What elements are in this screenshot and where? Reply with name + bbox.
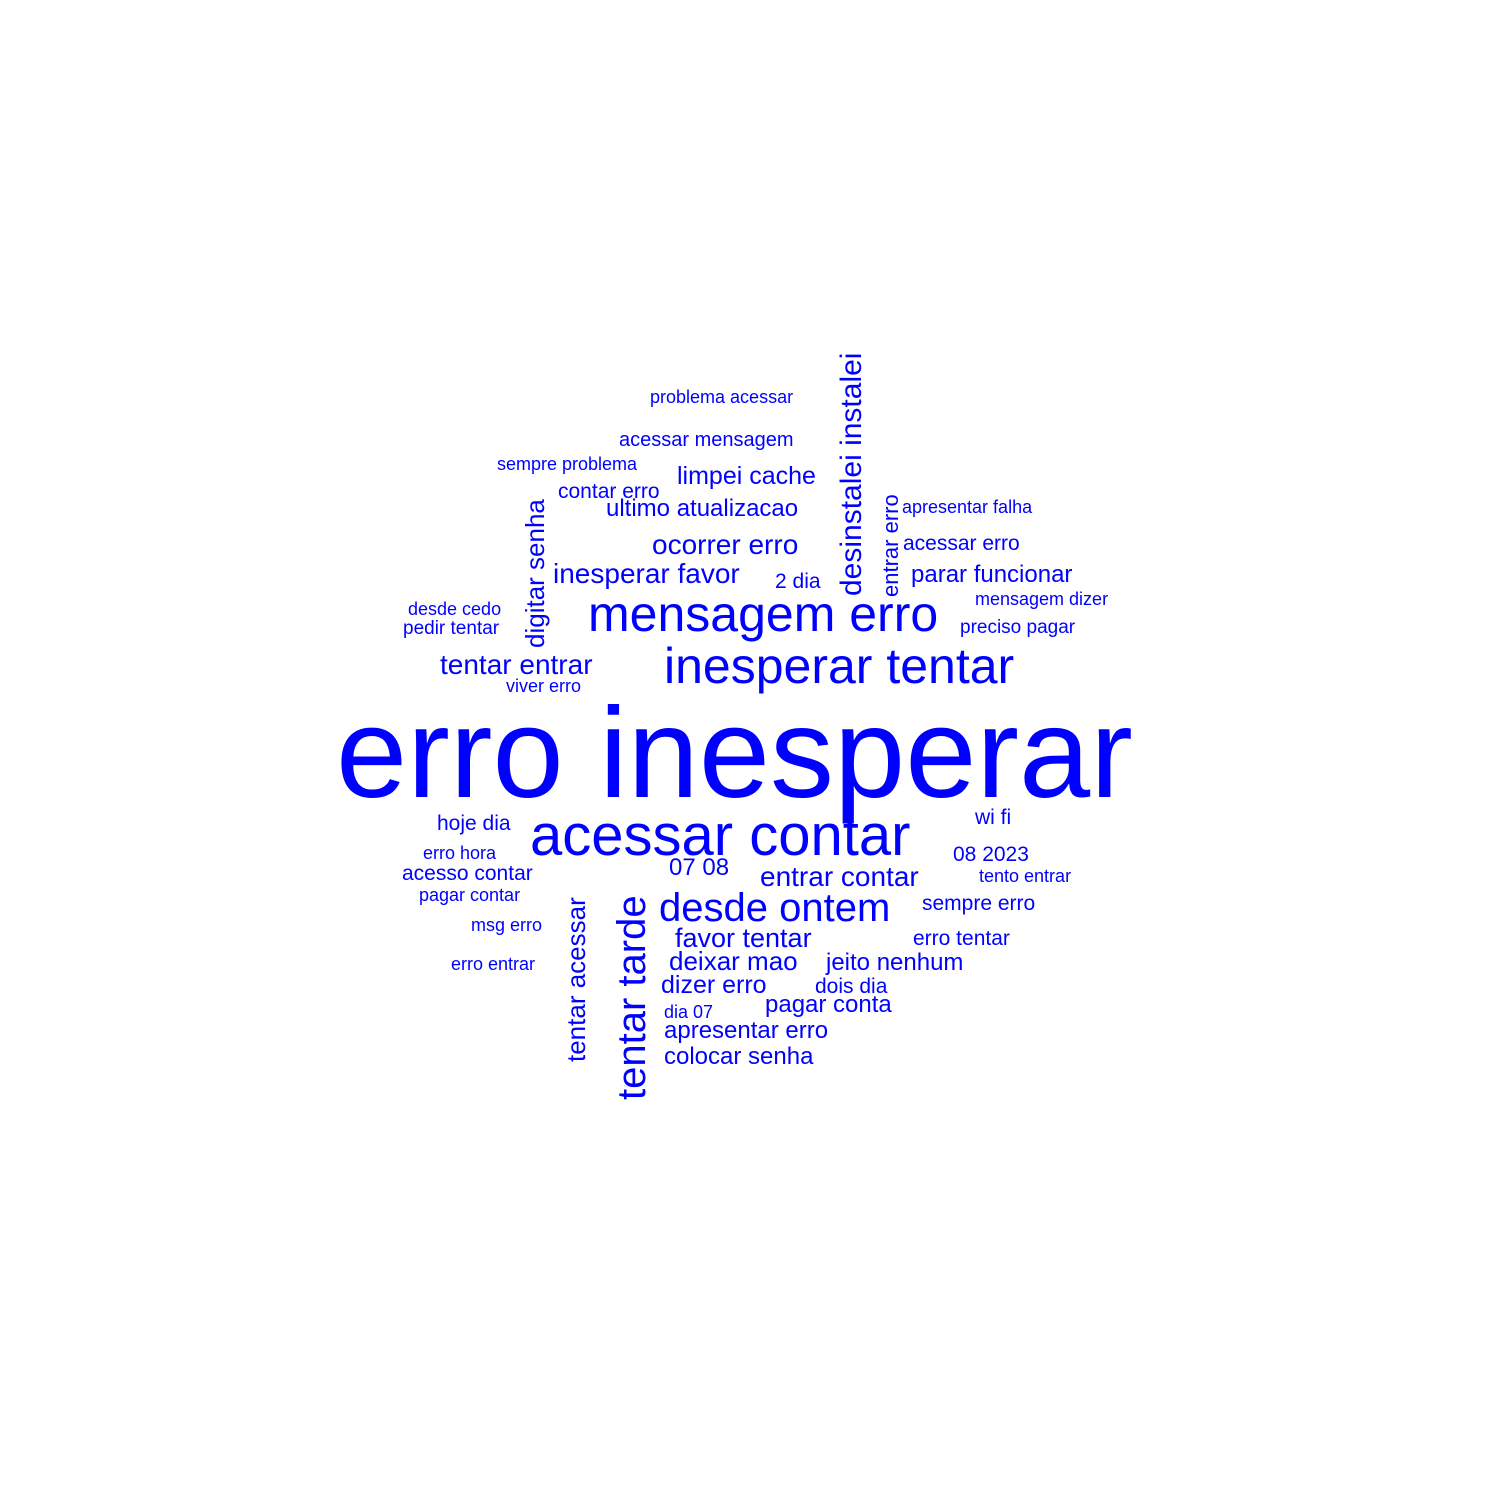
word-entrar-contar: entrar contar: [760, 861, 919, 892]
word-dizer-erro: dizer erro: [661, 971, 767, 999]
word-entrar-erro: entrar erro: [878, 494, 903, 597]
word-viver-erro: viver erro: [506, 676, 582, 696]
word-sempre-erro: sempre erro: [922, 892, 1036, 915]
word-mensagem-erro: mensagem erro: [588, 586, 939, 642]
word-acesso-contar: acesso contar: [402, 862, 533, 885]
word-dia-07: dia 07: [664, 1002, 714, 1022]
word-apresentar-falha: apresentar falha: [902, 497, 1033, 517]
word-colocar-senha: colocar senha: [664, 1043, 814, 1070]
word-wi-fi: wi fi: [975, 806, 1012, 829]
word-ultimo-atualizacao: ultimo atualizacao: [606, 495, 799, 522]
word-pagar-contar: pagar contar: [419, 885, 521, 905]
word-parar-funcionar: parar funcionar: [911, 561, 1073, 588]
word-deixar-mao: deixar mao: [669, 946, 798, 976]
word-inesperar-tentar: inesperar tentar: [664, 638, 1015, 694]
word-erro-inesperar: erro inesperar: [336, 682, 1133, 825]
word-desde-cedo: desde cedo: [408, 599, 502, 619]
word-hoje-dia: hoje dia: [437, 812, 511, 835]
word-desde-ontem: desde ontem: [659, 886, 891, 930]
word-erro-entrar: erro entrar: [451, 954, 536, 974]
word-problema-acessar: problema acessar: [650, 387, 794, 407]
word-favor-tentar: favor tentar: [675, 923, 812, 953]
word-desinstalei-instalei: desinstalei instalei: [835, 352, 868, 596]
word-msg-erro: msg erro: [471, 915, 543, 935]
word-dois-dia: dois dia: [815, 975, 888, 998]
word-contar-erro: contar erro: [558, 480, 660, 503]
word-acessar-contar: acessar contar: [530, 803, 911, 868]
word-2-dia: 2 dia: [775, 570, 821, 593]
word-tentar-entrar: tentar entrar: [440, 649, 593, 680]
word-erro-tentar: erro tentar: [913, 927, 1010, 950]
word-limpei-cache: limpei cache: [677, 462, 816, 490]
word-mensagem-dizer: mensagem dizer: [975, 589, 1109, 609]
word-erro-hora: erro hora: [423, 843, 497, 863]
word-ocorrer-erro: ocorrer erro: [652, 529, 799, 560]
word-preciso-pagar: preciso pagar: [960, 617, 1076, 638]
word-sempre-problema: sempre problema: [497, 454, 638, 474]
word-07-08: 07 08: [669, 854, 730, 881]
word-pedir-tentar: pedir tentar: [403, 618, 500, 639]
word-08-2023: 08 2023: [953, 843, 1029, 866]
word-acessar-mensagem: acessar mensagem: [619, 429, 794, 451]
word-apresentar-erro: apresentar erro: [664, 1017, 829, 1044]
word-tentar-tarde: tentar tarde: [610, 895, 654, 1100]
word-tento-entrar: tento entrar: [979, 866, 1072, 886]
word-acessar-erro: acessar erro: [903, 532, 1020, 555]
word-jeito-nenhum: jeito nenhum: [826, 949, 964, 976]
word-inesperar-favor: inesperar favor: [553, 558, 740, 589]
word-digitar-senha: digitar senha: [520, 499, 550, 648]
word-pagar-conta: pagar conta: [765, 991, 892, 1018]
word-tentar-acessar: tentar acessar: [561, 897, 591, 1062]
